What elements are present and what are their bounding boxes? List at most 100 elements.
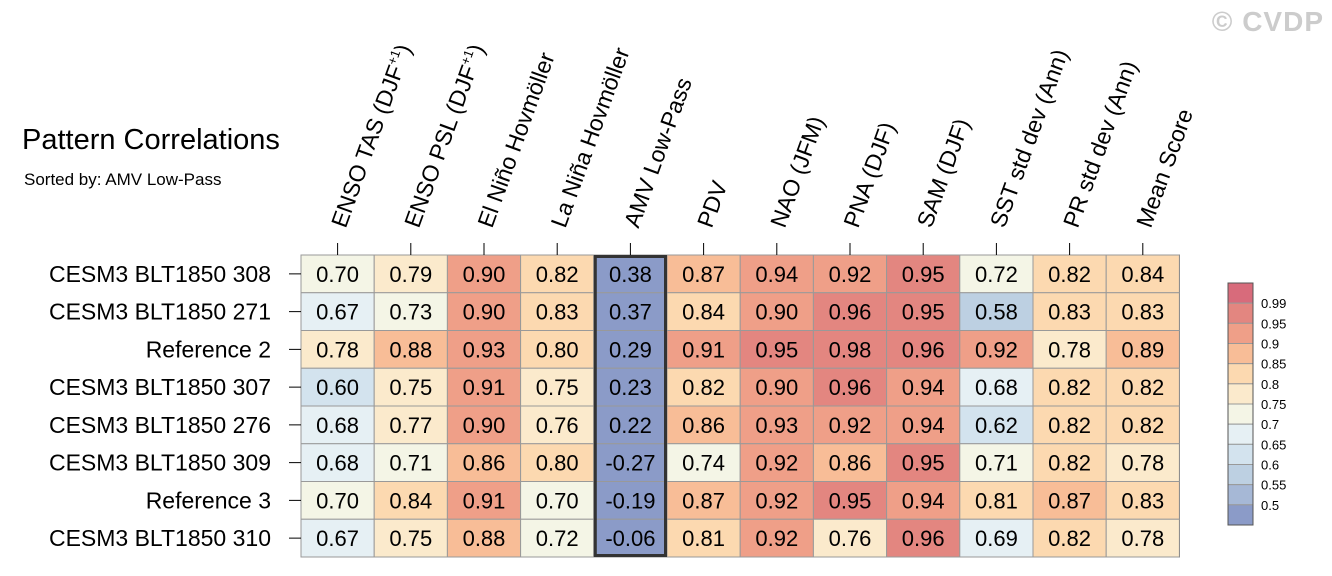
cell-value-label: 0.68 bbox=[316, 413, 359, 438]
cell-value-label: 0.95 bbox=[902, 262, 945, 287]
column-label: ENSO PSL (DJF+1) bbox=[399, 41, 489, 231]
heatmap-cell bbox=[300, 367, 375, 407]
cell-value-label: 0.96 bbox=[902, 526, 945, 551]
column-label: PR std dev (Ann) bbox=[1058, 57, 1142, 230]
heatmap-cell bbox=[886, 367, 961, 407]
colorbar-swatch bbox=[1227, 282, 1254, 304]
heatmap-cell bbox=[1105, 330, 1180, 369]
heatmap-cell bbox=[446, 330, 522, 369]
colorbar-label: 0.6 bbox=[1261, 458, 1279, 473]
heatmap-cell bbox=[666, 443, 741, 482]
sorted-column-highlight bbox=[593, 255, 667, 557]
cell-value-label: 0.82 bbox=[1048, 526, 1091, 551]
cell-value-label: 0.86 bbox=[682, 413, 725, 438]
colorbar-swatch bbox=[1227, 403, 1254, 425]
row-label: Reference 2 bbox=[146, 336, 271, 362]
colorbar-swatch bbox=[1227, 343, 1254, 365]
row-label: CESM3 BLT1850 271 bbox=[49, 299, 271, 325]
cell-value-label: 0.90 bbox=[463, 300, 506, 325]
cell-value-label: 0.88 bbox=[463, 526, 506, 551]
heatmap-cell bbox=[520, 518, 595, 558]
cell-value-label: 0.67 bbox=[316, 300, 359, 325]
cell-value-label: 0.78 bbox=[1121, 451, 1164, 476]
heatmap-cell bbox=[1105, 405, 1180, 445]
heatmap-cell bbox=[300, 481, 375, 520]
cell-value-label: 0.84 bbox=[682, 300, 725, 325]
cell-value-label: 0.96 bbox=[902, 337, 945, 362]
colorbar-label: 0.7 bbox=[1261, 417, 1279, 432]
heatmap-cell bbox=[1105, 367, 1180, 407]
cell-value-label: 0.90 bbox=[755, 300, 798, 325]
cell-value-label: 0.71 bbox=[975, 451, 1018, 476]
cell-value-label: 0.83 bbox=[1121, 488, 1164, 513]
heatmap-cell bbox=[520, 292, 595, 331]
cell-value-label: 0.86 bbox=[463, 451, 506, 476]
colorbar-swatch bbox=[1227, 423, 1254, 445]
cell-value-label: 0.86 bbox=[829, 451, 872, 476]
colorbar-label: 0.8 bbox=[1261, 377, 1279, 392]
colorbar-swatch bbox=[1227, 383, 1254, 405]
heatmap-cell bbox=[593, 481, 668, 520]
colorbar-swatch bbox=[1227, 484, 1254, 506]
colorbar-frame bbox=[1227, 282, 1254, 526]
cell-value-label: 0.80 bbox=[536, 337, 579, 362]
cell-value-label: 0.91 bbox=[682, 337, 725, 362]
heatmap-cell bbox=[593, 443, 668, 482]
cell-value-label: 0.87 bbox=[1048, 488, 1091, 513]
watermark: © CVDP bbox=[1211, 6, 1324, 37]
cell-value-label: 0.82 bbox=[1048, 262, 1091, 287]
cell-value-label: 0.82 bbox=[1048, 451, 1091, 476]
cell-value-label: -0.19 bbox=[605, 488, 655, 513]
colorbar-swatch bbox=[1227, 443, 1254, 466]
heatmap-cell bbox=[300, 443, 375, 482]
heatmap-cell bbox=[812, 330, 888, 369]
heatmap-cell bbox=[593, 518, 668, 558]
cell-value-label: 0.82 bbox=[536, 262, 579, 287]
cell-value-label: 0.75 bbox=[389, 375, 432, 400]
heatmap-cell bbox=[959, 367, 1034, 407]
cell-value-label: 0.81 bbox=[975, 488, 1018, 513]
cell-value-label: 0.95 bbox=[829, 488, 872, 513]
heatmap-cell bbox=[959, 405, 1034, 445]
colorbar-label: 0.9 bbox=[1261, 337, 1279, 352]
heatmap-cell bbox=[886, 518, 961, 558]
cell-value-label: 0.62 bbox=[975, 413, 1018, 438]
cell-value-label: 0.84 bbox=[1121, 262, 1164, 287]
row-label: Reference 3 bbox=[146, 487, 271, 513]
heatmap-cell bbox=[446, 443, 522, 482]
heatmap-cell bbox=[1032, 518, 1107, 558]
cell-value-label: 0.93 bbox=[755, 413, 798, 438]
row-label: CESM3 BLT1850 276 bbox=[49, 412, 271, 438]
cell-value-label: 0.89 bbox=[1121, 337, 1164, 362]
column-label: El Niño Hovmöller bbox=[472, 49, 559, 231]
cell-value-label: 0.22 bbox=[609, 413, 652, 438]
cell-value-label: 0.81 bbox=[682, 526, 725, 551]
heatmap-cell bbox=[812, 518, 888, 558]
cell-value-label: 0.93 bbox=[463, 337, 506, 362]
cell-value-label: 0.72 bbox=[975, 262, 1018, 287]
cell-value-label: 0.68 bbox=[316, 451, 359, 476]
colorbar-label: 0.55 bbox=[1261, 478, 1286, 493]
heatmap-cell bbox=[666, 367, 741, 407]
column-label: NAO (JFM) bbox=[765, 113, 829, 231]
heatmap-cell bbox=[1032, 330, 1107, 369]
cell-value-label: 0.72 bbox=[536, 526, 579, 551]
cell-value-label: 0.78 bbox=[1121, 526, 1164, 551]
heatmap-cell bbox=[593, 292, 668, 331]
heatmap-cell bbox=[1032, 254, 1107, 294]
colorbar-label: 0.75 bbox=[1261, 397, 1286, 412]
colorbar-label: 0.5 bbox=[1261, 498, 1279, 513]
colorbar-label: 0.95 bbox=[1261, 316, 1286, 331]
cell-value-label: -0.27 bbox=[605, 451, 655, 476]
colorbar-swatch bbox=[1227, 464, 1254, 486]
cell-value-label: 0.90 bbox=[755, 375, 798, 400]
heatmap-cell bbox=[812, 292, 888, 331]
cell-value-label: 0.75 bbox=[389, 526, 432, 551]
cell-value-label: 0.82 bbox=[1121, 375, 1164, 400]
cell-value-label: 0.79 bbox=[389, 262, 432, 287]
cell-value-label: 0.82 bbox=[1121, 413, 1164, 438]
row-label: CESM3 BLT1850 310 bbox=[49, 525, 271, 551]
column-label: Mean Score bbox=[1131, 105, 1198, 230]
cell-value-label: 0.69 bbox=[975, 526, 1018, 551]
heatmap-cell bbox=[520, 405, 595, 445]
